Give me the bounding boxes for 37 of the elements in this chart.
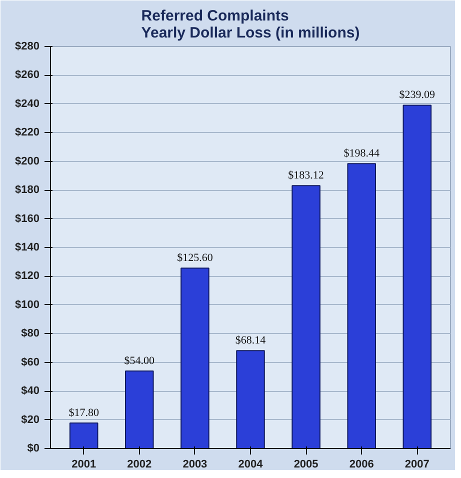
y-tick-label: $140 <box>15 242 40 254</box>
data-label: $125.60 <box>177 252 214 264</box>
y-tick-label: $280 <box>15 40 40 52</box>
bar <box>402 104 432 448</box>
chart-title: Referred Complaints Yearly Dollar Loss (in millions) <box>141 8 360 42</box>
data-label: $239.09 <box>399 89 436 102</box>
data-label: $68.14 <box>235 334 266 347</box>
data-label: $17.80 <box>68 406 100 419</box>
y-tick-label: $40 <box>21 385 40 398</box>
y-tick-label: $260 <box>15 69 40 82</box>
x-tick-label: 2006 <box>349 458 374 470</box>
x-tick-label: 2003 <box>182 458 208 470</box>
y-tick-label: $220 <box>15 126 40 139</box>
bar <box>292 185 320 448</box>
x-tick-label: 2005 <box>294 458 318 470</box>
y-tick-label: $0 <box>27 442 40 454</box>
x-tick-label: 2001 <box>72 458 96 470</box>
y-tick-label: $60 <box>21 356 40 368</box>
y-tick-label: $120 <box>15 270 40 282</box>
x-tick-label: 2004 <box>238 458 264 470</box>
y-tick-label: $160 <box>15 212 40 225</box>
y-tick-label: $240 <box>15 98 40 110</box>
bar <box>69 422 98 448</box>
data-label: $183.12 <box>288 170 324 182</box>
y-tick-label: $80 <box>21 328 40 340</box>
bar <box>125 370 154 448</box>
y-tick-label: $100 <box>15 298 40 311</box>
x-tick-label: 2007 <box>404 458 430 470</box>
bar <box>180 268 210 448</box>
data-label: $198.44 <box>344 148 380 160</box>
data-label: $54.00 <box>124 354 156 367</box>
y-tick-label: $200 <box>15 155 40 168</box>
y-tick-label: $180 <box>15 184 40 196</box>
bar <box>236 350 265 448</box>
y-tick-label: $20 <box>21 414 40 426</box>
bar <box>347 163 376 448</box>
x-tick-label: 2002 <box>127 458 152 470</box>
